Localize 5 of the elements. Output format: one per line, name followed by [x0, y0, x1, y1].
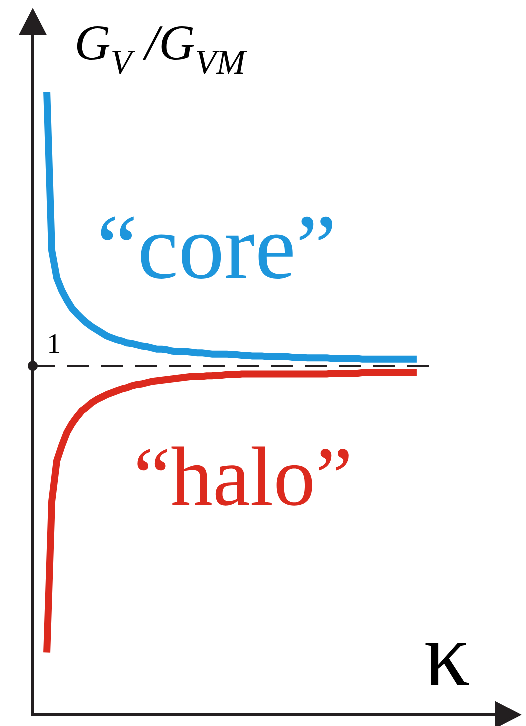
series-label: “halo”: [138, 446, 349, 506]
ref-line-label: 1: [50, 334, 60, 353]
y-axis-title: G$_{V}$ /G$_{VM}$: [77, 26, 248, 74]
series-label: “core”: [101, 216, 332, 279]
x-axis-title: κ: [426, 643, 470, 686]
